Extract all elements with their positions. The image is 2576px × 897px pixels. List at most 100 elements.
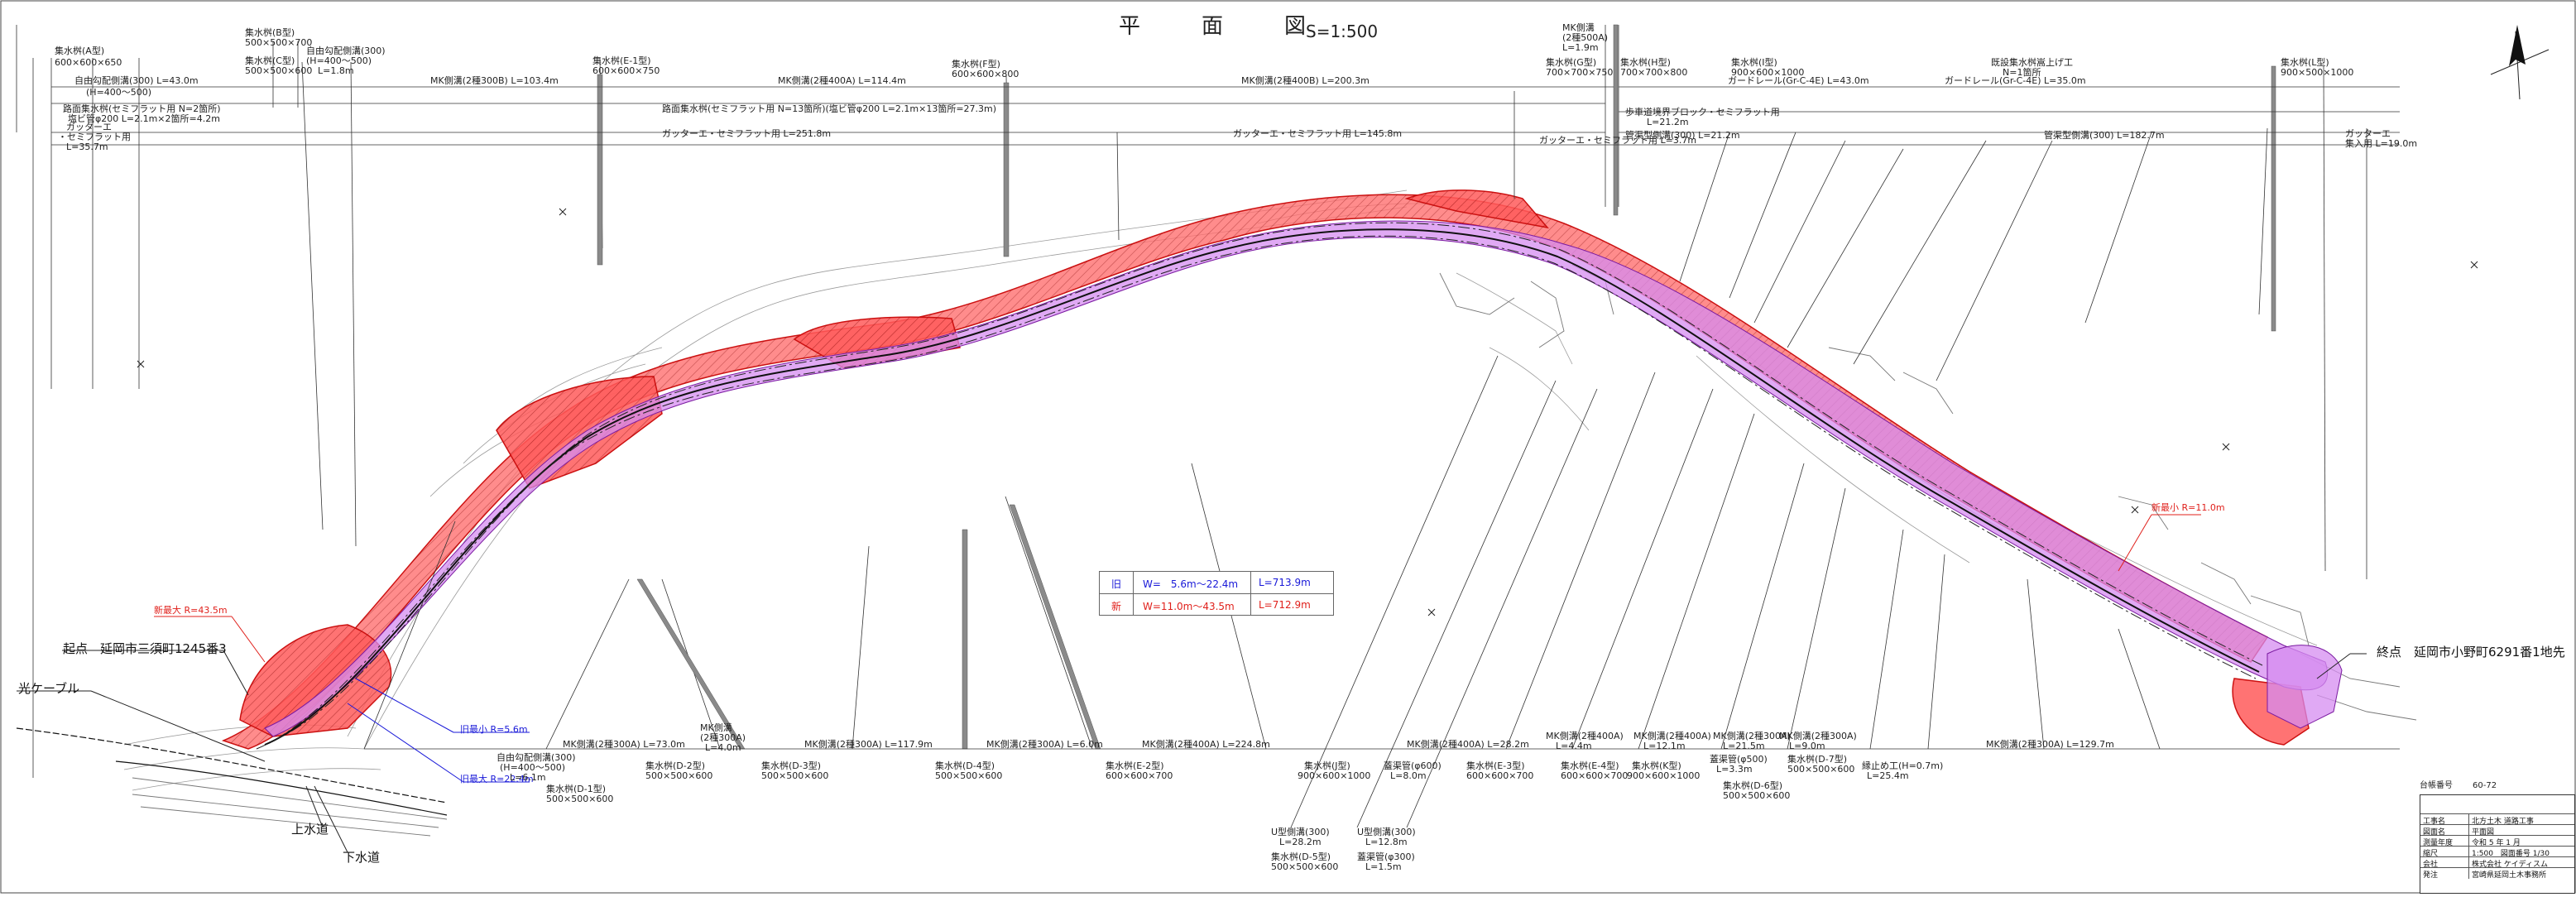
drawing-title: 平 面 図 <box>1119 14 1326 39</box>
legend-old-tag: 旧 <box>1111 578 1122 590</box>
catch-basin-bottom-size: 500×500×600 <box>546 794 614 804</box>
mk-gutter-annotation: L=1.9m <box>1562 42 1599 53</box>
legend-new-width: W=11.0m〜43.5m <box>1143 601 1235 612</box>
catch-basin-label: 集水桝(L型) <box>2281 57 2329 68</box>
catch-basin-size: 600×600×800 <box>952 69 1019 79</box>
gutter-run-label: MK側溝(2種300B) L=103.4m <box>430 75 559 86</box>
new-road-hatch <box>223 194 2267 750</box>
title-block-row: 縮尺 1:500 図面番号 1/30 <box>2420 846 2574 858</box>
title-block-value: 令和 5 年 1 月 <box>2472 839 2521 847</box>
catch-basin-label: 集水桝(A型) <box>55 46 105 56</box>
catch-basin-bottom-size: 500×500×600 <box>1271 861 1339 872</box>
catch-basin-bottom-size: 900×600×1000 <box>1298 770 1371 781</box>
new-min-radius-label: 新最小 R=11.0m <box>2151 502 2225 513</box>
curb-stop-bottom: L=25.4m <box>1867 770 1909 781</box>
legend-new-length: L=712.9m <box>1259 599 1311 611</box>
title-block-value: 平面図 <box>2472 828 2495 837</box>
mk-gutter-bottom: MK側溝(2種400A) L=224.8m <box>1142 739 1270 750</box>
curb-stop-bottom: 縁止め工(H=0.7m) <box>1862 760 1944 771</box>
gutter-run-label: ガッターエ <box>66 122 112 132</box>
mk-gutter-bottom: MK側溝(2種400A) <box>1546 731 1624 741</box>
mk-gutter-bottom: MK側溝(2種300A) L=117.9m <box>804 739 933 750</box>
catch-basin-label: 集水桝(H型) <box>1620 57 1671 68</box>
mk-gutter-annotation: MK側溝 <box>1562 22 1595 33</box>
catch-basin-label: 集水桝(I型) <box>1731 57 1777 68</box>
catch-basin-bottom: 集水桝(D-6型) <box>1723 780 1783 791</box>
gutter-annotation: L=1.8m <box>318 65 354 76</box>
culvert-bottom: L=1.5m <box>1365 861 1402 872</box>
catch-basin-bottom: 集水桝(E-2型) <box>1106 760 1164 771</box>
title-block-key: 発注 <box>2423 871 2439 880</box>
catch-basin-label: 集水桝(F型) <box>952 59 1000 70</box>
legend-new-row: 新 W=11.0m〜43.5m L=712.9m <box>1100 593 1333 616</box>
u-gutter-bottom: U型側溝(300) <box>1271 827 1330 837</box>
catch-basin-size: 700×700×800 <box>1620 67 1688 78</box>
catch-basin-label: 集水桝(G型) <box>1546 57 1597 68</box>
catch-basin-bottom: 集水桝(D-7型) <box>1787 754 1848 765</box>
end-old-area <box>2267 645 2343 729</box>
title-block-value: 宮崎県延岡土木事務所 <box>2472 871 2547 880</box>
title-block-row: 発注 宮崎県延岡土木事務所 <box>2420 867 2574 880</box>
road-inlet-label: 路面集水桝(セミフラット用 N=2箇所) <box>63 103 221 114</box>
road-legend: 旧 W= 5.6m〜22.4m L=713.9m 新 W=11.0m〜43.5m… <box>1099 571 1334 616</box>
center-line <box>264 228 2260 746</box>
basin-raise-annotation: 既設集水桝嵩上げ工 <box>1991 57 2073 68</box>
gutter-run-label: ・セミフラット用 <box>58 132 131 142</box>
catch-basin-size: 700×700×750 <box>1546 67 1614 78</box>
legend-divider <box>1250 572 1251 615</box>
catch-basin-size: 500×500×700 <box>245 37 313 48</box>
mk-gutter-bottom: MK側溝(2種300A) L=73.0m <box>563 739 685 750</box>
pipe-gutter-label: 管渠型側溝(300) L=21.2m <box>1625 130 1740 141</box>
slope-bulge-3-hatch <box>1407 189 1547 228</box>
title-block-value: 北方土木 道路工事 <box>2472 818 2534 826</box>
mk-gutter-bottom: L=12.1m <box>1643 741 1686 751</box>
legend-old-row: 旧 W= 5.6m〜22.4m L=713.9m <box>1100 572 1333 593</box>
title-block-key: 図面名 <box>2423 828 2446 837</box>
mk-gutter-bottom: (2種300A) <box>700 732 746 743</box>
culvert-bottom: 蓋渠管(φ600) <box>1384 760 1442 771</box>
legend-old-length: L=713.9m <box>1259 577 1311 588</box>
road-lines <box>256 222 2263 750</box>
title-block-key: 縮尺 <box>2423 850 2439 858</box>
ledger-number-label: 台帳番号 <box>2420 781 2453 790</box>
mk-gutter-bottom: L=4.0m <box>705 742 741 753</box>
pipe-gutter-label: 管渠型側溝(300) L=182.7m <box>2044 130 2165 141</box>
legend-old-width: W= 5.6m〜22.4m <box>1143 578 1239 590</box>
gutter-run-label: ガッターエ・セミフラット用 L=251.8m <box>662 128 832 139</box>
start-point-label: 起点 延岡市三須町1245番3 <box>63 641 227 656</box>
culvert-bottom: 蓋渠管(φ300) <box>1357 851 1415 862</box>
gutter-run-label: L=35.7m <box>66 142 108 152</box>
culvert-bottom: 蓋渠管(φ500) <box>1710 754 1768 765</box>
catch-basin-size: 500×500×600 <box>245 65 313 76</box>
new-max-radius-label: 新最大 R=43.5m <box>154 605 228 616</box>
gutter-annotation: (H=400〜500) <box>306 55 372 66</box>
gutter-bottom: L=6.1m <box>510 772 546 783</box>
title-block: 工事名 北方土木 道路工事 図面名 平面図 測量年度 令和 5 年 1 月 縮尺 1:5… <box>2420 794 2575 894</box>
legend-new-tag: 新 <box>1111 601 1122 612</box>
catch-basin-bottom: 集水桝(D-3型) <box>761 760 822 771</box>
catch-basin-size: 600×600×650 <box>55 57 122 68</box>
road-inlet-label: 路面集水桝(セミフラット用 N=13箇所)(塩ビ管φ200 L=2.1m×13箇… <box>662 103 997 114</box>
legend-divider <box>1133 572 1134 615</box>
curb-block-label: 歩車道境界ブロック・セミフラット用 <box>1625 107 1780 118</box>
catch-basin-bottom-size: 600×600×700 <box>1106 770 1173 781</box>
mk-gutter-bottom: L=4.4m <box>1556 741 1592 751</box>
mk-gutter-bottom: MK側溝(2種400A) L=28.2m <box>1407 739 1529 750</box>
survey-markers <box>137 208 2478 616</box>
catch-basin-bottom: 集水桝(D-4型) <box>935 760 995 771</box>
mk-gutter-bottom: MK側溝 <box>700 722 732 733</box>
catch-basin-bottom-size: 500×500×600 <box>935 770 1003 781</box>
u-gutter-bottom: L=28.2m <box>1279 837 1322 847</box>
gutter-bottom: (H=400〜500) <box>500 762 566 773</box>
dimension-lines <box>51 86 2400 146</box>
old-max-radius-label: 旧最大 R=22.4m <box>460 774 534 784</box>
u-gutter-bottom: U型側溝(300) <box>1357 827 1416 837</box>
old-road-band <box>264 220 2328 737</box>
catch-basin-bottom-size: 500×500×600 <box>761 770 829 781</box>
gutter-run-label: 自由勾配側溝(300) L=43.0m <box>74 75 199 86</box>
catch-basin-bottom-size: 500×500×600 <box>1787 764 1855 775</box>
gutter-run-label: ガッターエ <box>2345 128 2391 139</box>
title-block-row: 工事名 北方土木 道路工事 <box>2420 813 2574 826</box>
culvert-bottom: L=8.0m <box>1390 770 1427 781</box>
optical-cable-label: 光ケーブル <box>18 681 80 696</box>
